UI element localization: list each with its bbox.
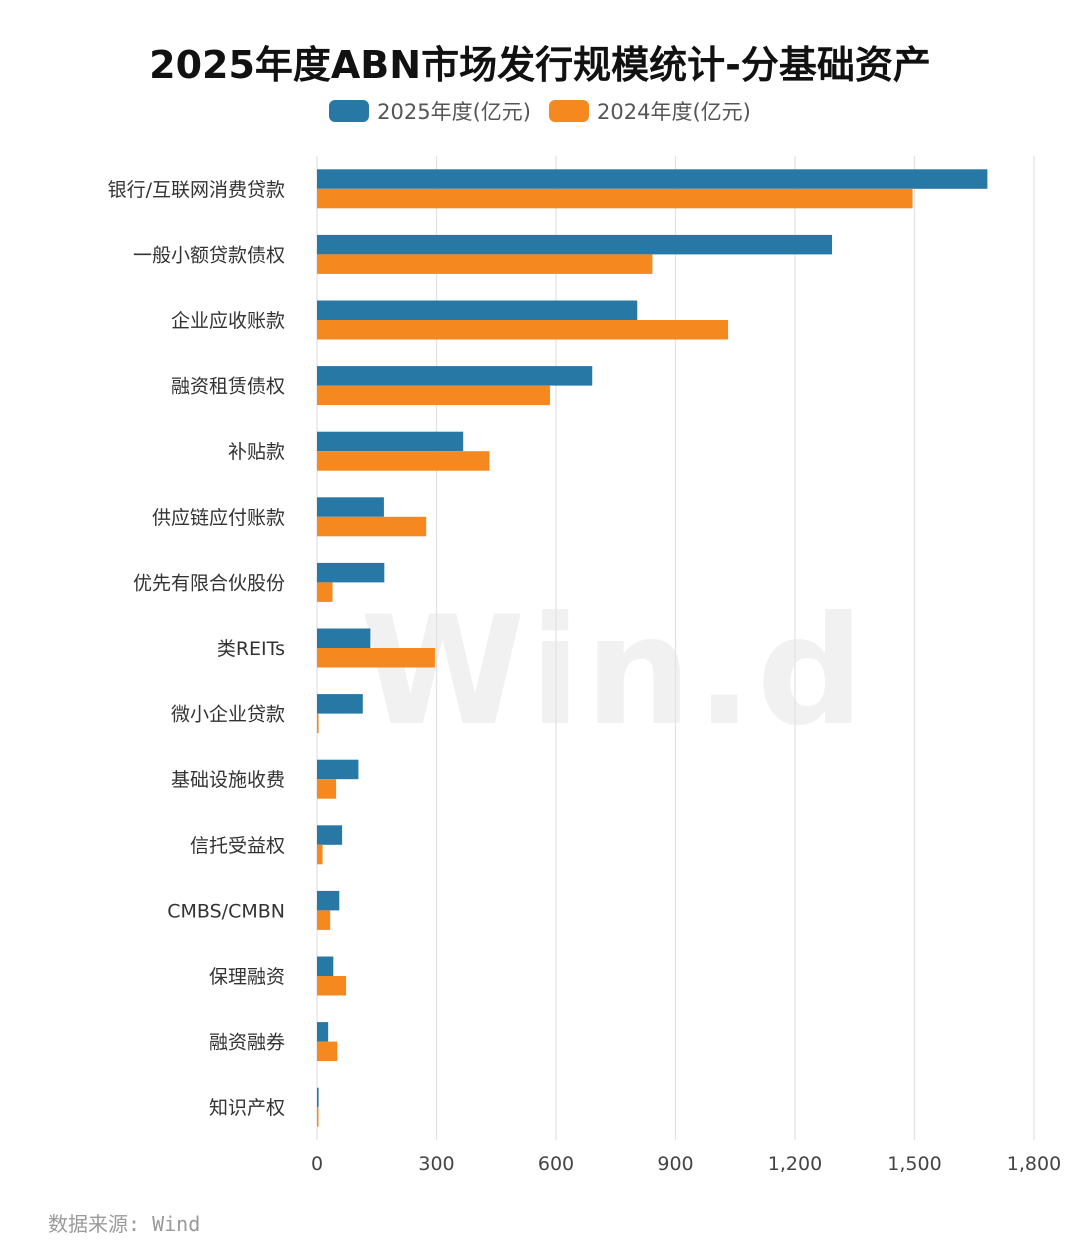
category-label: 融资融券 (209, 1032, 285, 1054)
category-label: CMBS/CMBN (167, 900, 285, 922)
category-label: 知识产权 (209, 1097, 285, 1119)
bar-2025 (317, 562, 385, 583)
x-tick-label: 0 (311, 1153, 323, 1175)
bar-2025 (317, 956, 334, 976)
category-label: 供应链应付账款 (152, 507, 285, 529)
x-tick-label: 1,800 (1007, 1153, 1061, 1175)
bar-2025 (317, 300, 638, 320)
category-label: 融资租赁债权 (171, 376, 285, 398)
category-label: 一般小额贷款债权 (133, 244, 285, 266)
bar-2024 (317, 516, 427, 537)
bar-2025 (317, 497, 384, 517)
legend-item-2025[interactable]: 2025年度(亿元) (329, 96, 531, 126)
bar-2024 (317, 910, 331, 930)
category-label: 类REITs (217, 638, 285, 660)
bar-2025 (317, 431, 464, 452)
x-tick-label: 300 (418, 1153, 454, 1175)
category-label: 优先有限合伙股份 (133, 572, 285, 594)
bar-2024 (317, 582, 333, 602)
bar-2025 (317, 759, 359, 780)
category-label: 保理融资 (209, 966, 285, 988)
bar-2024 (317, 976, 347, 996)
bar-2024 (317, 648, 435, 668)
legend-label-2025: 2025年度(亿元) (377, 100, 531, 124)
legend-swatch-2025 (329, 100, 370, 122)
bar-2024 (317, 451, 490, 471)
watermark: Win.d (360, 585, 869, 759)
bar-2025 (317, 366, 593, 386)
bar-2025 (317, 628, 371, 648)
category-label: 信托受益权 (190, 835, 285, 857)
bar-2025 (317, 694, 363, 714)
bar-2024 (317, 844, 323, 865)
category-label: 基础设施收费 (171, 769, 285, 791)
category-label: 微小企业贷款 (171, 704, 285, 726)
bar-2024 (317, 385, 551, 406)
legend-swatch-2024 (549, 100, 589, 122)
x-tick-label: 1,200 (768, 1153, 822, 1175)
legend-label-2024: 2024年度(亿元) (597, 100, 751, 124)
x-tick-label: 900 (657, 1153, 693, 1175)
legend: 2025年度(亿元) 2024年度(亿元) (0, 96, 1080, 126)
data-source: 数据来源: Wind (48, 1212, 201, 1236)
category-label: 企业应收账款 (171, 310, 285, 332)
bar-2024 (317, 779, 337, 799)
bar-2024 (317, 254, 653, 274)
bar-2024 (317, 320, 729, 340)
chart-title: 2025年度ABN市场发行规模统计-分基础资产 (149, 43, 931, 87)
category-label: 银行/互联网消费贷款 (108, 179, 285, 201)
x-tick-label: 600 (538, 1153, 574, 1175)
bar-2025 (317, 169, 988, 189)
bar-2025 (317, 890, 340, 911)
bar-2025 (317, 825, 343, 845)
category-label: 补贴款 (228, 441, 285, 463)
bar-chart: 0 300 600 900 1,200 1,500 1,800 银行/互联网消费贷款一般小额贷… (108, 156, 1061, 1175)
bar-2024 (317, 1107, 319, 1127)
bar-2025 (317, 1022, 329, 1042)
bar-2024 (317, 1041, 338, 1062)
x-tick-label: 1,500 (887, 1153, 941, 1175)
bar-2024 (317, 188, 913, 209)
bar-2024 (317, 713, 319, 734)
legend-item-2024[interactable]: 2024年度(亿元) (549, 96, 751, 126)
bar-2025 (317, 234, 833, 255)
bar-2025 (317, 1087, 319, 1108)
